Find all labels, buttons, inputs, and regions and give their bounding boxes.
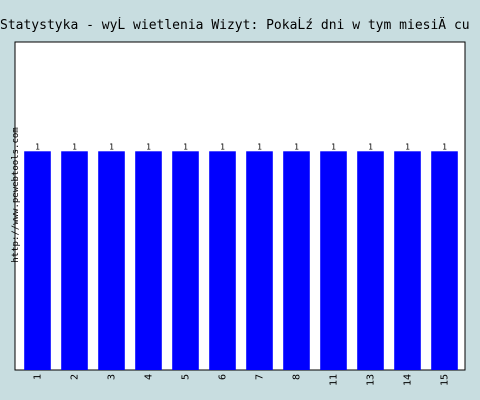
bar-4	[135, 151, 162, 370]
x-tick-label-5: 5	[181, 374, 192, 380]
x-tick-labels-group: 1 2 3 4 5 6 7 8 11 13 14 15	[33, 374, 451, 386]
value-label-3: 1	[109, 142, 114, 151]
x-tick-label-2: 2	[70, 374, 81, 380]
bars-group	[24, 151, 458, 370]
value-label-15: 1	[442, 142, 447, 151]
value-label-2: 1	[72, 142, 77, 151]
bar-14	[394, 151, 421, 370]
x-tick-label-11: 11	[329, 374, 340, 386]
value-label-14: 1	[405, 142, 410, 151]
x-tick-label-15: 15	[440, 374, 451, 386]
x-tick-label-6: 6	[218, 374, 229, 380]
bar-8	[283, 151, 310, 370]
plot-area	[14, 41, 466, 371]
value-label-13: 1	[368, 142, 373, 151]
x-tick-label-3: 3	[107, 374, 118, 380]
value-labels-group: 1 1 1 1 1 1 1 1 1 1 1 1	[35, 142, 447, 151]
value-label-8: 1	[294, 142, 299, 151]
x-tick-label-7: 7	[255, 374, 266, 380]
x-tick-label-14: 14	[403, 374, 414, 386]
bar-11	[320, 151, 347, 370]
bar-6	[209, 151, 236, 370]
bar-15	[431, 151, 458, 370]
value-label-4: 1	[146, 142, 151, 151]
x-tick-label-8: 8	[292, 374, 303, 380]
bar-5	[172, 151, 199, 370]
x-tick-label-13: 13	[366, 374, 377, 386]
bar-2	[61, 151, 88, 370]
value-label-5: 1	[183, 142, 188, 151]
bar-7	[246, 151, 273, 370]
value-label-6: 1	[220, 142, 225, 151]
x-tick-label-1: 1	[33, 374, 44, 380]
value-label-7: 1	[257, 142, 262, 151]
bar-1	[24, 151, 51, 370]
x-tick-label-4: 4	[144, 374, 155, 380]
watermark-text: http://www.pewebtools.com	[11, 127, 21, 263]
value-label-11: 1	[331, 142, 336, 151]
bar-3	[98, 151, 125, 370]
chart-title: Statystyka - wyĹ wietlenia Wizyt: PokaĹź…	[0, 18, 470, 33]
value-label-1: 1	[35, 142, 40, 151]
bar-13	[357, 151, 384, 370]
